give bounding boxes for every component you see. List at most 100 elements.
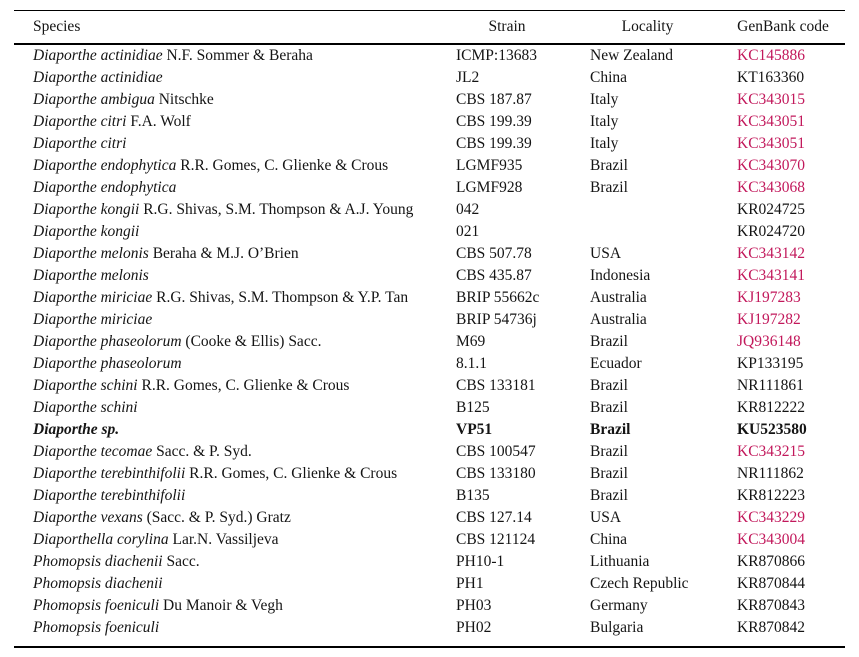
column-header-species: Species <box>14 10 440 45</box>
species-cell: Diaporthe vexans (Sacc. & P. Syd.) Gratz <box>14 507 440 529</box>
genbank-code: NR111861 <box>737 377 804 394</box>
genbank-code-link[interactable]: KC343051 <box>737 113 806 130</box>
species-cell: Diaporthe sp. <box>14 419 440 441</box>
genbank-cell: KP133195 <box>721 353 845 375</box>
genbank-cell: KC343068 <box>721 177 845 199</box>
genbank-cell: KC343051 <box>721 111 845 133</box>
locality-cell: China <box>590 69 628 86</box>
species-cell: Diaporthella corylina Lar.N. Vassiljeva <box>14 529 440 551</box>
strain-cell: 042 <box>456 201 480 218</box>
species-authority: Sacc. <box>162 553 200 570</box>
strain-cell: CBS 100547 <box>456 443 536 460</box>
species-authority: Nitschke <box>154 91 214 108</box>
strain-cell: CBS 127.14 <box>456 509 532 526</box>
species-authority: Beraha & M.J. O’Brien <box>148 245 299 262</box>
genbank-code-link[interactable]: KC145886 <box>737 47 806 64</box>
species-authority: N.F. Sommer & Beraha <box>162 47 313 64</box>
strain-cell: ICMP:13683 <box>456 47 537 64</box>
table-row: Diaporthe citri F.A. Wolf CBS 199.39 Ita… <box>14 111 845 133</box>
species-cell: Diaporthe schini R.R. Gomes, C. Glienke … <box>14 375 440 397</box>
species-cell: Diaporthe citri <box>14 133 440 155</box>
species-name: Diaporthe schini <box>33 377 138 394</box>
species-name: Phomopsis foeniculi <box>33 619 160 636</box>
species-cell: Diaporthe schini <box>14 397 440 419</box>
species-authority: Lar.N. Vassiljeva <box>168 531 279 548</box>
genbank-code-link[interactable]: KC343215 <box>737 443 806 460</box>
locality-cell: New Zealand <box>590 47 674 64</box>
species-name: Diaporthe schini <box>33 399 138 416</box>
genbank-cell: KC343142 <box>721 243 845 265</box>
species-cell: Diaporthe endophytica <box>14 177 440 199</box>
species-name: Diaporthe tecomae <box>33 443 153 460</box>
table-row: Diaporthe melonis CBS 435.87 Indonesia K… <box>14 265 845 287</box>
genbank-code: KU523580 <box>737 421 807 438</box>
genbank-cell: KU523580 <box>721 419 845 441</box>
species-cell: Diaporthe melonis Beraha & M.J. O’Brien <box>14 243 440 265</box>
locality-cell: Brazil <box>590 465 628 482</box>
locality-cell: Brazil <box>590 377 628 394</box>
species-name: Diaporthella corylina <box>33 531 169 548</box>
locality-cell: USA <box>590 245 622 262</box>
genbank-code-link[interactable]: KC343051 <box>737 135 806 152</box>
species-cell: Diaporthe miriciae R.G. Shivas, S.M. Tho… <box>14 287 440 309</box>
genbank-code: KR024725 <box>737 201 806 218</box>
locality-cell: Italy <box>590 91 619 108</box>
genbank-code-link[interactable]: KJ197283 <box>737 289 801 306</box>
strain-cell: CBS 507.78 <box>456 245 532 262</box>
genbank-code-link[interactable]: KC343141 <box>737 267 806 284</box>
species-name: Diaporthe melonis <box>33 245 149 262</box>
species-name: Diaporthe melonis <box>33 267 149 284</box>
table-row: Diaporthe miriciae BRIP 54736j Australia… <box>14 309 845 331</box>
genbank-cell: KR870866 <box>721 551 845 573</box>
species-name: Diaporthe ambigua <box>33 91 155 108</box>
genbank-cell: NR111862 <box>721 463 845 485</box>
locality-cell: Brazil <box>590 399 628 416</box>
table-row: Diaporthe schini B125 Brazil KR812222 <box>14 397 845 419</box>
genbank-cell: KR024725 <box>721 199 845 221</box>
genbank-code-link[interactable]: KC343068 <box>737 179 806 196</box>
genbank-code: KR024720 <box>737 223 806 240</box>
locality-cell: Brazil <box>590 179 628 196</box>
species-authority: R.R. Gomes, C. Glienke & Crous <box>185 465 398 482</box>
table-header: Species Strain Locality GenBank code <box>14 10 845 45</box>
genbank-code-link[interactable]: KC343070 <box>737 157 806 174</box>
species-cell: Diaporthe citri F.A. Wolf <box>14 111 440 133</box>
table-row: Diaporthe vexans (Sacc. & P. Syd.) Gratz… <box>14 507 845 529</box>
genbank-code-link[interactable]: KC343004 <box>737 531 806 548</box>
species-name: Diaporthe citri <box>33 113 127 130</box>
header-row: Species Strain Locality GenBank code <box>14 10 845 45</box>
species-cell: Diaporthe terebinthifolii R.R. Gomes, C.… <box>14 463 440 485</box>
genbank-cell: KR024720 <box>721 221 845 243</box>
species-name: Phomopsis diachenii <box>33 553 163 570</box>
species-name: Diaporthe phaseolorum <box>33 355 182 372</box>
species-table-container: Species Strain Locality GenBank code Dia… <box>14 10 845 648</box>
locality-cell <box>574 199 721 221</box>
locality-cell: Italy <box>590 113 619 130</box>
genbank-code-link[interactable]: KC343229 <box>737 509 806 526</box>
species-cell: Phomopsis diachenii Sacc. <box>14 551 440 573</box>
genbank-code-link[interactable]: JQ936148 <box>737 333 801 350</box>
column-header-locality: Locality <box>574 10 721 45</box>
species-name: Diaporthe terebinthifolii <box>33 487 186 504</box>
strain-cell: CBS 187.87 <box>456 91 532 108</box>
species-authority: R.G. Shivas, S.M. Thompson & Y.P. Tan <box>152 289 409 306</box>
genbank-cell: KC343004 <box>721 529 845 551</box>
genbank-code-link[interactable]: KJ197282 <box>737 311 801 328</box>
species-cell: Phomopsis diachenii <box>14 573 440 595</box>
species-cell: Phomopsis foeniculi <box>14 617 440 647</box>
table-row: Phomopsis diachenii Sacc. PH10-1 Lithuan… <box>14 551 845 573</box>
table-row: Phomopsis diachenii PH1 Czech Republic K… <box>14 573 845 595</box>
species-name: Diaporthe citri <box>33 135 127 152</box>
genbank-cell: KC145886 <box>721 44 845 67</box>
genbank-code-link[interactable]: KC343015 <box>737 91 806 108</box>
species-authority: (Cooke & Ellis) Sacc. <box>181 333 322 350</box>
genbank-cell: NR111861 <box>721 375 845 397</box>
genbank-code-link[interactable]: KC343142 <box>737 245 806 262</box>
species-cell: Diaporthe terebinthifolii <box>14 485 440 507</box>
genbank-cell: KC343051 <box>721 133 845 155</box>
genbank-cell: KR812223 <box>721 485 845 507</box>
species-name: Diaporthe endophytica <box>33 157 177 174</box>
table-row: Diaporthe citri CBS 199.39 Italy KC34305… <box>14 133 845 155</box>
species-name: Diaporthe terebinthifolii <box>33 465 186 482</box>
table-row: Diaporthe miriciae R.G. Shivas, S.M. Tho… <box>14 287 845 309</box>
